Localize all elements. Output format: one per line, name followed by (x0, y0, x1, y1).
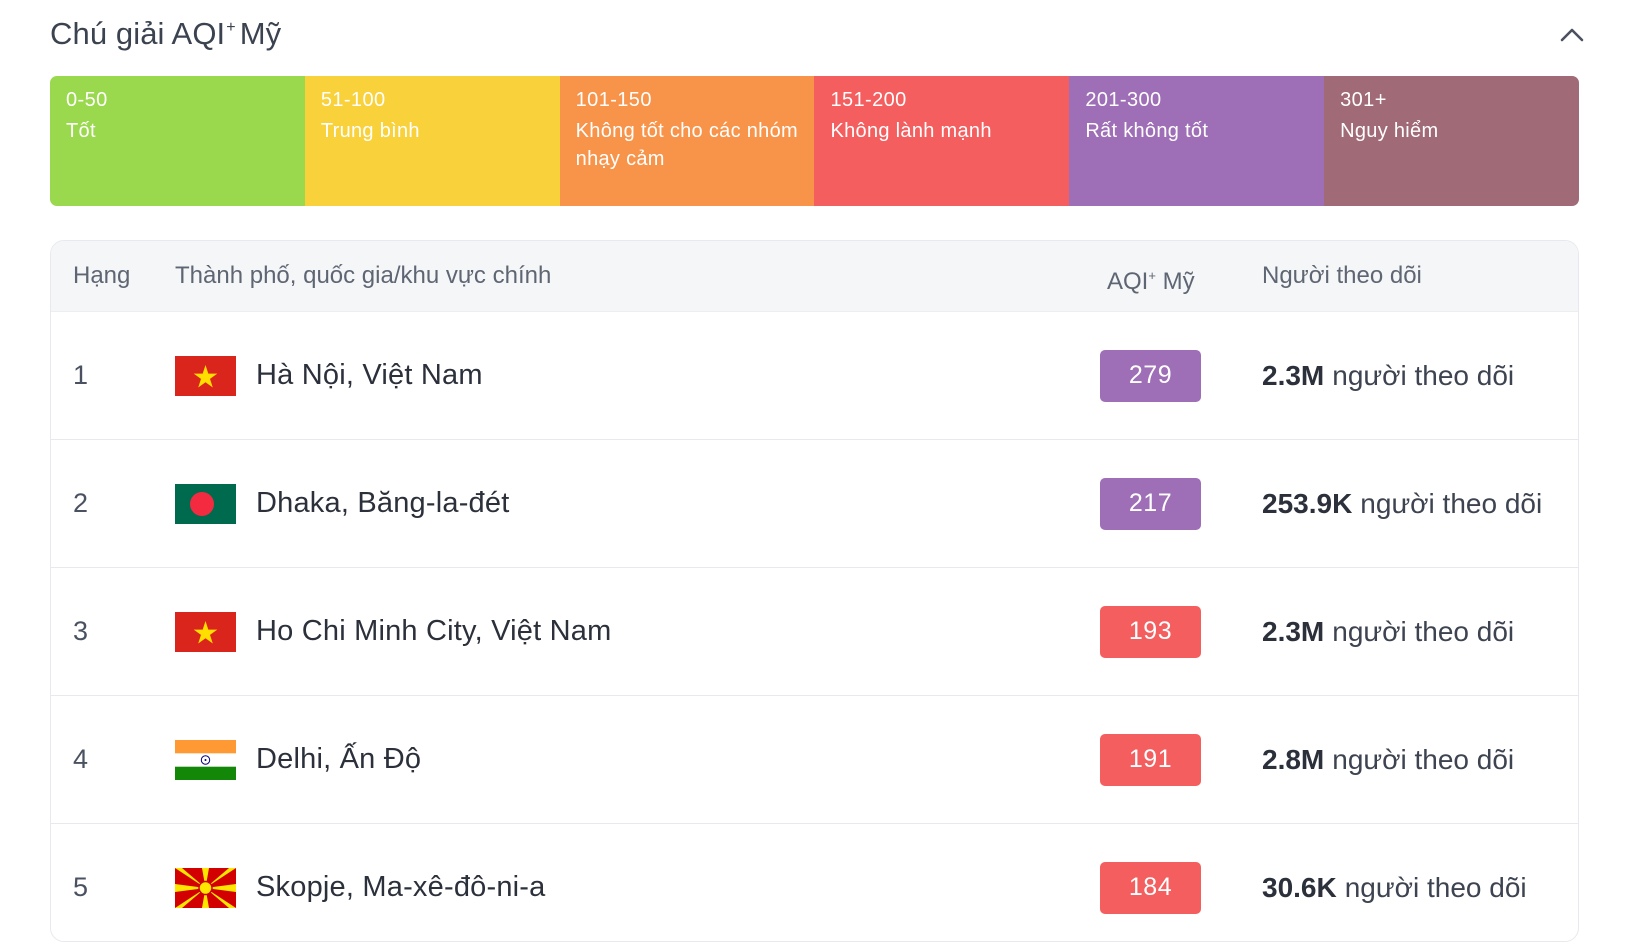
followers-count: 2.3M (1262, 359, 1325, 391)
rank-cell: 2 (73, 488, 89, 518)
followers-word: người theo dõi (1360, 487, 1543, 519)
legend-label: Nguy hiểm (1340, 120, 1439, 142)
aqi-badge: 184 (1100, 861, 1201, 914)
table-row[interactable]: 3 Ho Chi Minh City, Việt Nam 193 2.3M ngư… (51, 568, 1578, 696)
city-cell[interactable]: Hà Nội, Việt Nam (175, 312, 483, 439)
bangladesh-flag-icon (175, 483, 236, 524)
legend-segment-good: 0-50 Tốt (50, 76, 305, 206)
legend-label: Không lành mạnh (830, 120, 992, 142)
city-cell[interactable]: Dhaka, Băng-la-đét (175, 440, 509, 567)
aqi-badge: 279 (1100, 349, 1201, 402)
followers-word: người theo dõi (1332, 359, 1515, 391)
collapse-legend-button[interactable] (1554, 16, 1590, 52)
legend-title-text: Chú giải AQI (50, 16, 226, 51)
city-name[interactable]: Dhaka, Băng-la-đét (256, 487, 510, 519)
legend-segment-unhealthy: 151-200 Không lành mạnh (814, 76, 1070, 206)
legend-label: Không tốt cho các nhóm nhạy cảm (575, 120, 798, 170)
rank-cell: 3 (73, 616, 89, 646)
aqi-cell: 217 (1100, 440, 1201, 567)
legend-range: 201-300 (1085, 89, 1162, 111)
aqi-badge: 191 (1100, 733, 1201, 786)
aqi-cell: 193 (1100, 568, 1201, 695)
followers-word: người theo dõi (1344, 871, 1527, 903)
legend-title-sup: + (226, 19, 236, 36)
legend-label: Rất không tốt (1085, 120, 1209, 142)
table-header: Hạng Thành phố, quốc gia/khu vực chính A… (51, 241, 1578, 312)
followers-cell: 253.9K người theo dõi (1262, 440, 1542, 567)
legend-segment-very-unhealthy: 201-300 Rất không tốt (1069, 76, 1325, 206)
legend-range: 101-150 (575, 89, 652, 111)
legend-range: 151-200 (830, 89, 907, 111)
city-cell[interactable]: Ho Chi Minh City, Việt Nam (175, 568, 611, 695)
chevron-up-icon (1560, 28, 1584, 42)
city-name[interactable]: Skopje, Ma-xê-đô-ni-a (256, 871, 546, 903)
header-aqi-sup: + (1148, 268, 1156, 283)
aqi-cell: 184 (1100, 824, 1201, 941)
aqi-cell: 279 (1100, 312, 1201, 439)
legend-title-suffix: Mỹ (239, 16, 282, 51)
table-row[interactable]: 2 Dhaka, Băng-la-đét 217 253.9K người the… (51, 440, 1578, 568)
followers-cell: 2.3M người theo dõi (1262, 568, 1514, 695)
aqi-cell: 191 (1100, 696, 1201, 823)
india-flag-icon (175, 739, 236, 780)
legend-segment-moderate: 51-100 Trung bình (304, 76, 560, 206)
aqi-badge: 193 (1100, 605, 1201, 658)
city-cell[interactable]: Delhi, Ấn Độ (175, 696, 421, 823)
legend-segment-sensitive: 101-150 Không tốt cho các nhóm nhạy cảm (559, 76, 815, 206)
city-cell[interactable]: Skopje, Ma-xê-đô-ni-a (175, 824, 546, 941)
legend-label: Tốt (66, 120, 96, 142)
followers-count: 2.8M (1262, 743, 1325, 775)
header-city[interactable]: Thành phố, quốc gia/khu vực chính (175, 262, 552, 289)
followers-count: 253.9K (1262, 487, 1353, 519)
city-name[interactable]: Delhi, Ấn Độ (256, 743, 422, 775)
north-macedonia-flag-icon (175, 867, 236, 908)
aqi-legend-bar: 0-50 Tốt 51-100 Trung bình 101-150 Không… (50, 76, 1579, 206)
header-rank[interactable]: Hạng (73, 262, 131, 289)
table-row[interactable]: 1 Hà Nội, Việt Nam 279 2.3M người theo dõ… (51, 312, 1578, 440)
table-row[interactable]: 5 Skopje, Ma-xê-đô-ni-a 184 (51, 824, 1578, 941)
legend-range: 0-50 (66, 89, 108, 111)
followers-cell: 2.3M người theo dõi (1262, 312, 1514, 439)
city-name[interactable]: Hà Nội, Việt Nam (256, 359, 483, 391)
legend-label: Trung bình (320, 120, 420, 142)
rank-cell: 5 (73, 872, 89, 902)
legend-range: 301+ (1340, 89, 1387, 111)
followers-count: 30.6K (1262, 871, 1337, 903)
rank-cell: 4 (73, 744, 89, 774)
followers-word: người theo dõi (1332, 743, 1515, 775)
header-aqi-suffix: Mỹ (1162, 268, 1195, 295)
header-aqi[interactable]: AQI+ Mỹ (1107, 241, 1195, 311)
legend-range: 51-100 (320, 89, 386, 111)
vietnam-flag-icon (175, 611, 236, 652)
legend-title: Chú giải AQI+ Mỹ (50, 16, 281, 52)
header-aqi-text: AQI (1107, 268, 1149, 295)
followers-cell: 2.8M người theo dõi (1262, 696, 1514, 823)
followers-count: 2.3M (1262, 615, 1325, 647)
rank-cell: 1 (73, 360, 89, 390)
vietnam-flag-icon (175, 355, 236, 396)
followers-word: người theo dõi (1332, 615, 1515, 647)
header-followers[interactable]: Người theo dõi (1262, 262, 1422, 289)
ranking-table: Hạng Thành phố, quốc gia/khu vực chính A… (50, 240, 1579, 942)
aqi-badge: 217 (1100, 477, 1201, 530)
legend-header: Chú giải AQI+ Mỹ (50, 14, 1590, 54)
table-row[interactable]: 4 Delhi, Ấn Độ 191 2.8M người theo dõi (51, 696, 1578, 824)
legend-segment-hazardous: 301+ Nguy hiểm (1324, 76, 1579, 206)
city-name[interactable]: Ho Chi Minh City, Việt Nam (256, 615, 612, 647)
followers-cell: 30.6K người theo dõi (1262, 824, 1527, 941)
